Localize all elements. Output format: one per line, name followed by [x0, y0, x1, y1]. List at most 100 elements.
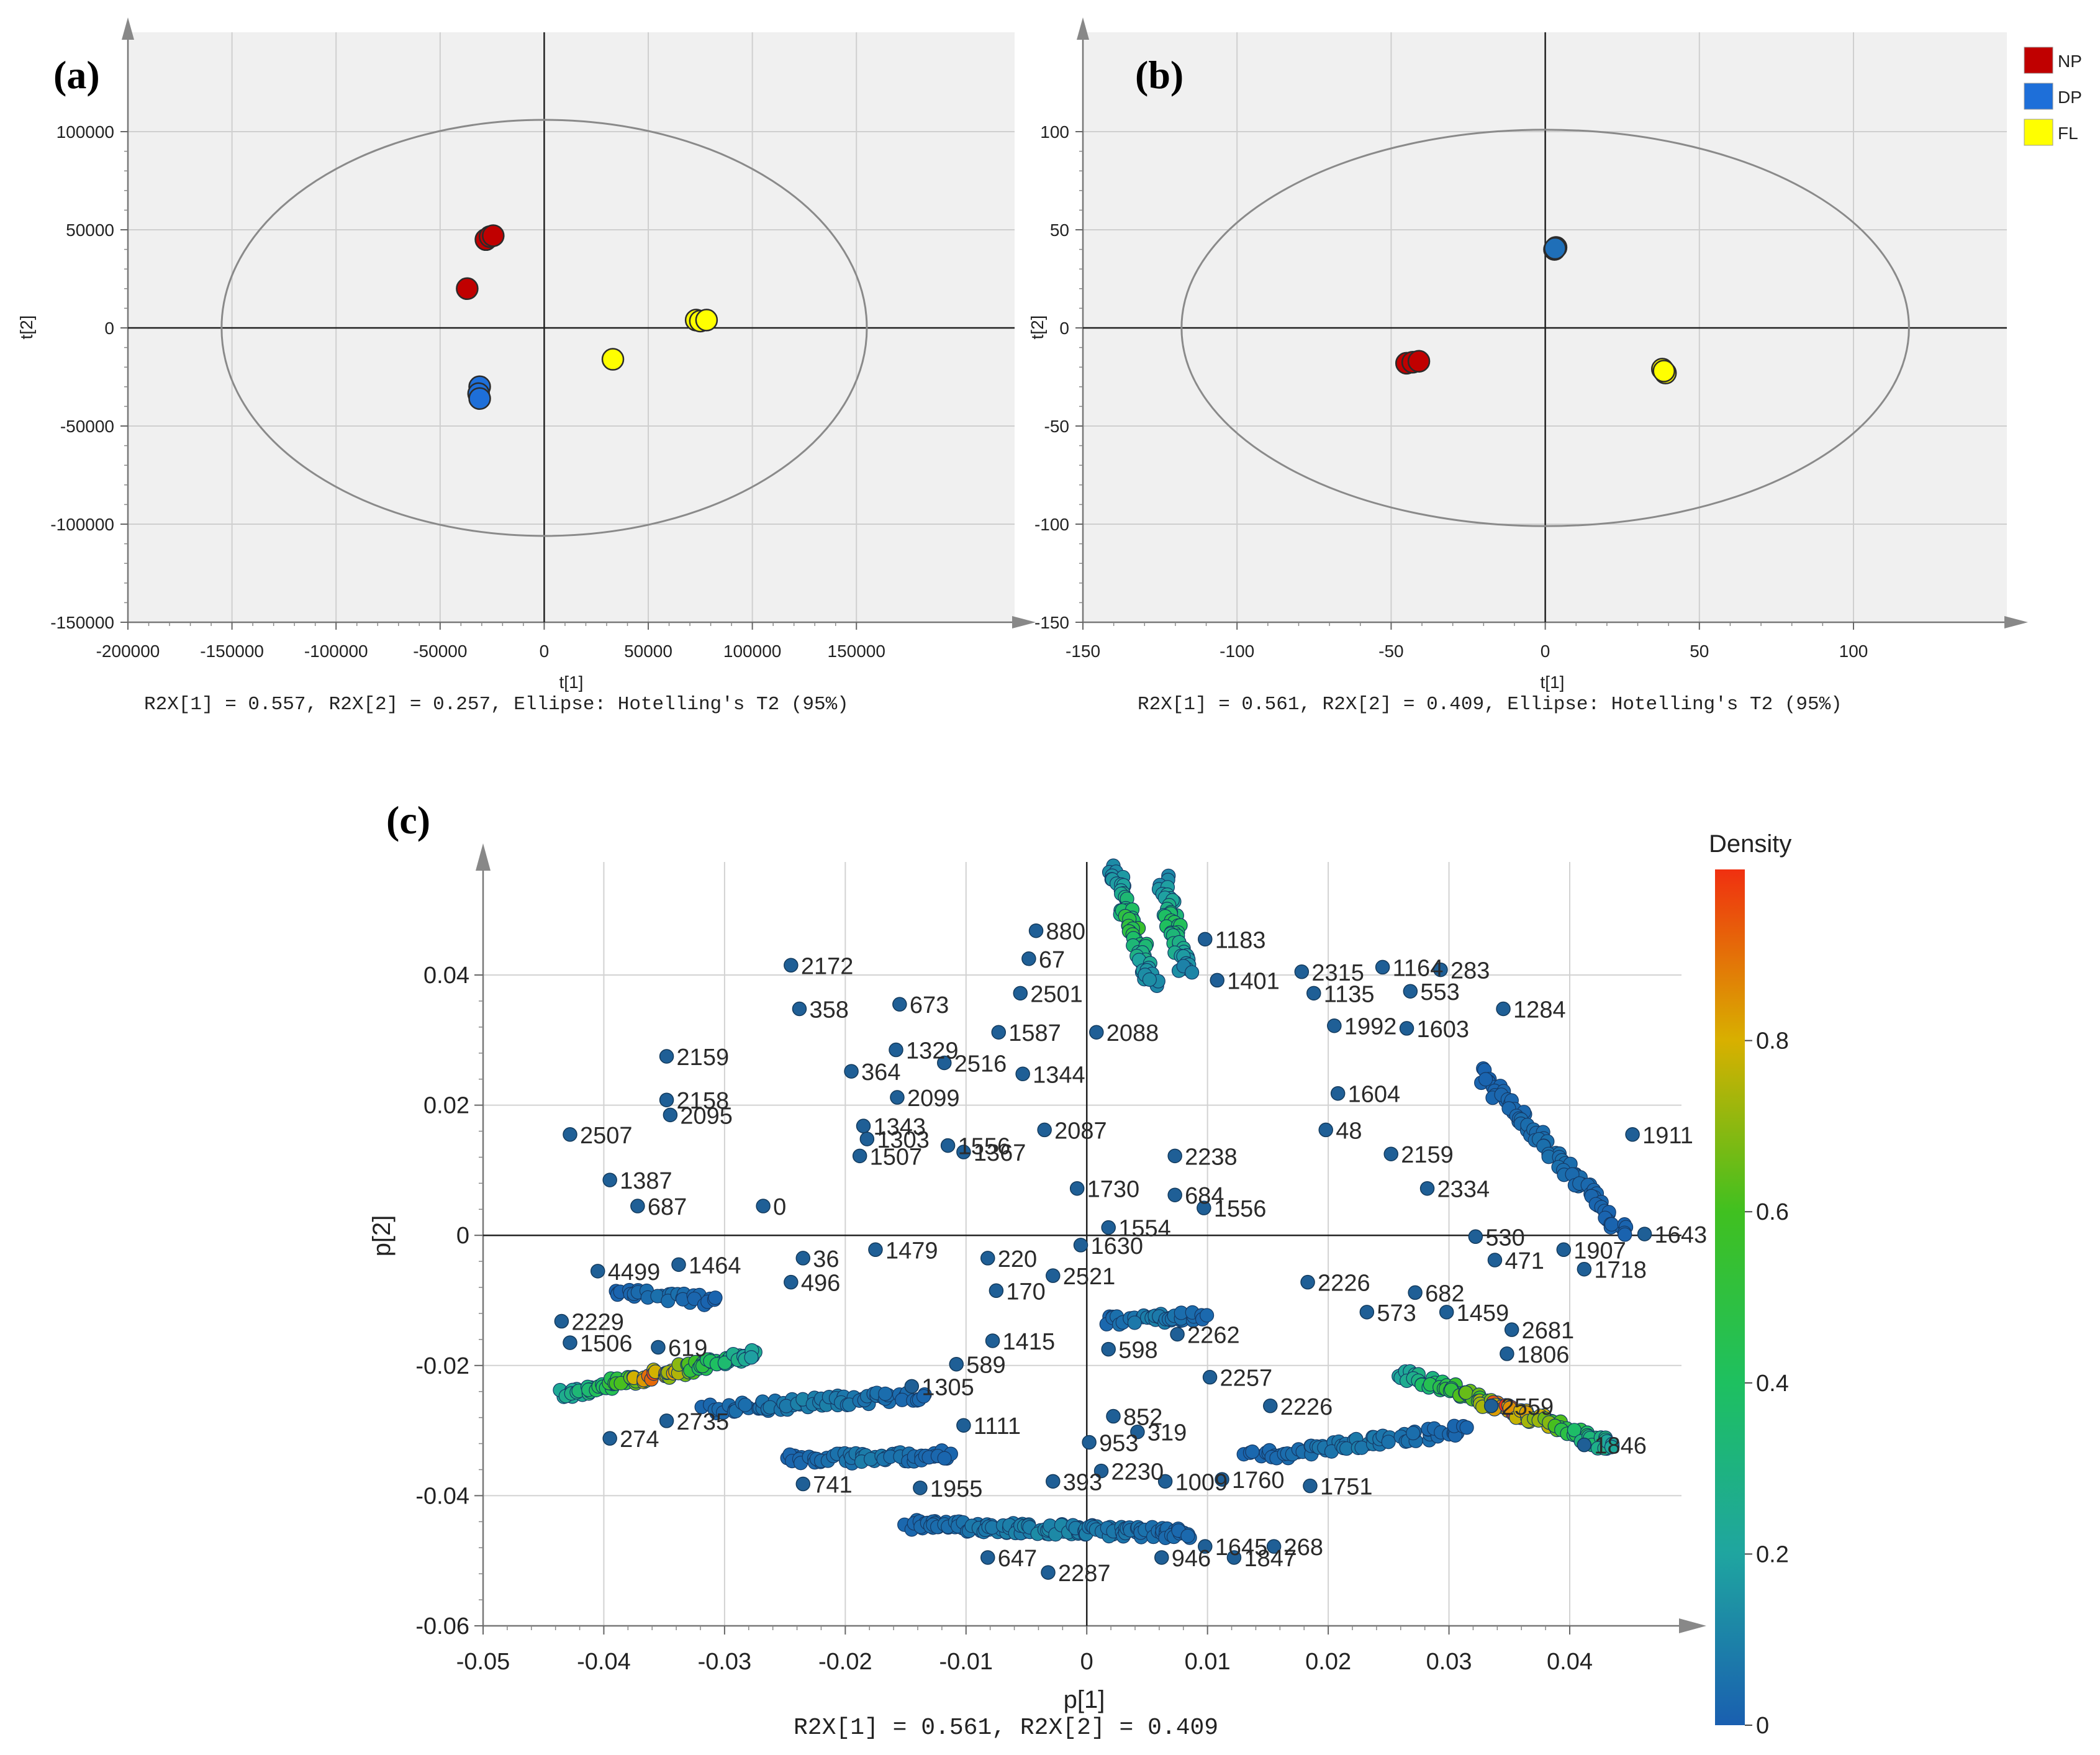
c-point-label: 1164 — [1393, 955, 1444, 981]
c-point — [1294, 964, 1310, 979]
c-point — [913, 1481, 928, 1495]
c-point — [792, 1001, 807, 1017]
a-point-dp — [468, 387, 491, 410]
c-point-label: 1479 — [885, 1238, 938, 1264]
panel-c-loadings-density: -0.05 -0.04 -0.03 -0.02 -0.01 0 0.01 0.02 0.03 0.… — [368, 798, 1791, 1741]
c-ytick-label: -0.02 — [415, 1353, 469, 1379]
c-point — [1263, 1399, 1278, 1413]
c-point — [1089, 1025, 1104, 1040]
c-xtick-label: -0.03 — [698, 1649, 752, 1675]
c-point-label: 1730 — [1087, 1177, 1140, 1203]
c-point — [1327, 1018, 1342, 1033]
c-ytick-label: 0 — [456, 1223, 469, 1249]
c-point-label: 2159 — [677, 1045, 730, 1071]
c-point — [1375, 959, 1390, 975]
c-point — [1167, 1187, 1182, 1202]
colorbar-tick-label: 0.8 — [1756, 1028, 1789, 1054]
c-point-label: 953 — [1099, 1430, 1138, 1456]
c-xtick-label: 0.04 — [1547, 1649, 1593, 1675]
c-density-point — [1604, 1440, 1619, 1454]
c-point-label: 2159 — [1401, 1142, 1454, 1168]
c-point-label: 2287 — [1058, 1561, 1111, 1587]
c-point — [1093, 1463, 1109, 1479]
c-point-label: 2257 — [1220, 1366, 1273, 1392]
c-point-label: 48 — [1336, 1118, 1362, 1144]
c-density-point — [1199, 1308, 1215, 1323]
b-xtick-label: -150 — [1066, 642, 1100, 661]
a-ytick-label: 100000 — [57, 122, 114, 142]
c-point-label: 393 — [1063, 1469, 1102, 1495]
c-point — [1157, 1474, 1173, 1489]
c-point-label: 1955 — [930, 1476, 983, 1502]
c-point — [889, 1042, 903, 1058]
panel-b-tick-labels: -150 -100 -50 0 50 100 -150 -100 -50 0 50 100 — [1034, 122, 1868, 661]
legend-swatch-dp — [2024, 83, 2053, 110]
panel-a-xlabel: t[1] — [559, 673, 584, 692]
c-point-label: 1009 — [1175, 1469, 1228, 1495]
c-density-point — [937, 1451, 952, 1466]
c-point — [1101, 1341, 1116, 1357]
panel-b-points — [1395, 236, 1677, 384]
c-xtick-label: 0.02 — [1305, 1649, 1351, 1675]
colorbar-tick-label: 0.2 — [1756, 1541, 1789, 1567]
panel-c-caption: R2X[1] = 0.561, R2X[2] = 0.409 — [794, 1715, 1218, 1741]
c-point-label: 573 — [1377, 1300, 1416, 1326]
c-point — [563, 1127, 577, 1142]
c-point — [1637, 1227, 1652, 1241]
c-point-label: 2501 — [1030, 981, 1083, 1007]
a-xtick-label: 50000 — [624, 642, 672, 661]
c-point — [659, 1092, 674, 1107]
c-point — [1167, 1148, 1182, 1164]
c-point-label: 682 — [1425, 1281, 1464, 1307]
c-point-label: 530 — [1485, 1225, 1524, 1251]
c-point — [1130, 1424, 1145, 1440]
c-point-label: 589 — [966, 1353, 1005, 1379]
panel-b-ylabel: t[2] — [1028, 315, 1047, 340]
c-point — [1556, 1242, 1572, 1258]
c-point-label: 283 — [1451, 958, 1490, 984]
b-ytick-label: 100 — [1040, 122, 1069, 142]
c-point — [1433, 962, 1448, 977]
c-xtick-label: 0 — [1080, 1649, 1093, 1675]
c-point — [1210, 973, 1224, 988]
c-point — [1577, 1261, 1592, 1277]
c-point — [1021, 951, 1036, 966]
c-point-label: 852 — [1123, 1405, 1162, 1431]
c-point — [1330, 1086, 1346, 1101]
c-density-point — [1180, 1528, 1195, 1543]
c-point-label: 598 — [1118, 1338, 1157, 1364]
c-point-label: 2315 — [1311, 960, 1364, 986]
c-point — [630, 1199, 645, 1213]
c-point-label: 1343 — [874, 1114, 926, 1140]
c-point-label: 2095 — [680, 1103, 733, 1129]
c-xtick-label: -0.04 — [577, 1649, 631, 1675]
c-point — [1419, 1181, 1435, 1196]
c-point-label: 496 — [801, 1271, 840, 1297]
c-density-point — [878, 1386, 893, 1401]
legend-swatch-np — [2024, 47, 2053, 74]
c-ytick-label: 0.02 — [423, 1093, 469, 1119]
c-density-point — [1245, 1444, 1260, 1459]
c-point — [989, 1283, 1004, 1299]
a-xtick-label: -100000 — [304, 642, 368, 661]
c-point-label: 1907 — [1573, 1238, 1626, 1264]
a-ytick-label: -150000 — [50, 613, 114, 632]
c-point — [1306, 986, 1321, 1001]
c-point-label: 319 — [1147, 1420, 1187, 1446]
c-point — [1046, 1268, 1061, 1283]
c-point — [1504, 1322, 1519, 1337]
c-point — [892, 997, 907, 1012]
c-point — [1202, 1369, 1218, 1385]
c-density-point — [1618, 1227, 1632, 1242]
c-point-label: 1111 — [974, 1413, 1021, 1440]
c-point — [1403, 984, 1418, 999]
c-point-label: 880 — [1046, 919, 1085, 945]
c-point — [663, 1107, 678, 1123]
c-point-label: 220 — [998, 1246, 1037, 1272]
b-xtick-label: 0 — [1541, 642, 1550, 661]
panel-b-xlabel: t[1] — [1541, 673, 1565, 692]
c-point — [563, 1335, 577, 1350]
c-point-label: 684 — [1185, 1183, 1224, 1209]
